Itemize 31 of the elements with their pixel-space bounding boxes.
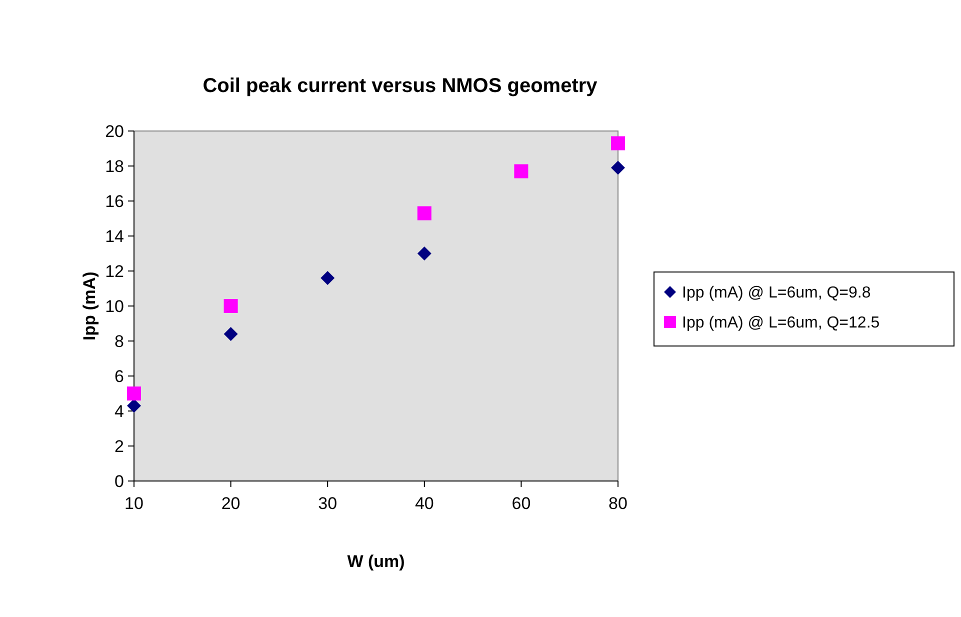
chart-title: Coil peak current versus NMOS geometry — [202, 75, 598, 97]
point — [127, 386, 141, 400]
point — [417, 206, 432, 220]
point — [320, 271, 335, 285]
y-tick-label: 4 — [114, 402, 124, 421]
x-tick-label: 80 — [608, 494, 628, 513]
point — [224, 327, 238, 341]
y-axis-title: Ipp (mA) — [80, 272, 99, 340]
y-tick-label: 6 — [114, 366, 124, 386]
y-tick-label: 10 — [105, 296, 124, 316]
point — [514, 164, 528, 178]
point — [611, 136, 625, 150]
y-tick-label: 0 — [114, 472, 124, 491]
legend-label: Ipp (mA) @ L=6um, Q=12.5 — [682, 314, 880, 332]
x-tick-label: 40 — [414, 494, 434, 513]
point — [127, 398, 141, 413]
x-tick-label: 20 — [221, 494, 240, 513]
point — [611, 160, 625, 175]
x-tick-label: 30 — [318, 494, 338, 513]
y-tick-label: 8 — [114, 332, 124, 351]
x-tick-label: 60 — [512, 494, 531, 513]
point — [417, 246, 432, 260]
legend-label: Ipp (mA) @ L=6um, Q=9.8 — [682, 284, 871, 302]
y-tick-label: 12 — [105, 262, 124, 281]
y-tick-label: 20 — [105, 122, 124, 141]
y-tick-label: 16 — [105, 192, 124, 211]
y-tick-label: 18 — [105, 156, 124, 176]
y-tick-label: 2 — [114, 436, 124, 456]
y-tick-label: 14 — [105, 226, 124, 246]
x-axis-title: W (um) — [347, 552, 405, 571]
point — [224, 299, 238, 313]
